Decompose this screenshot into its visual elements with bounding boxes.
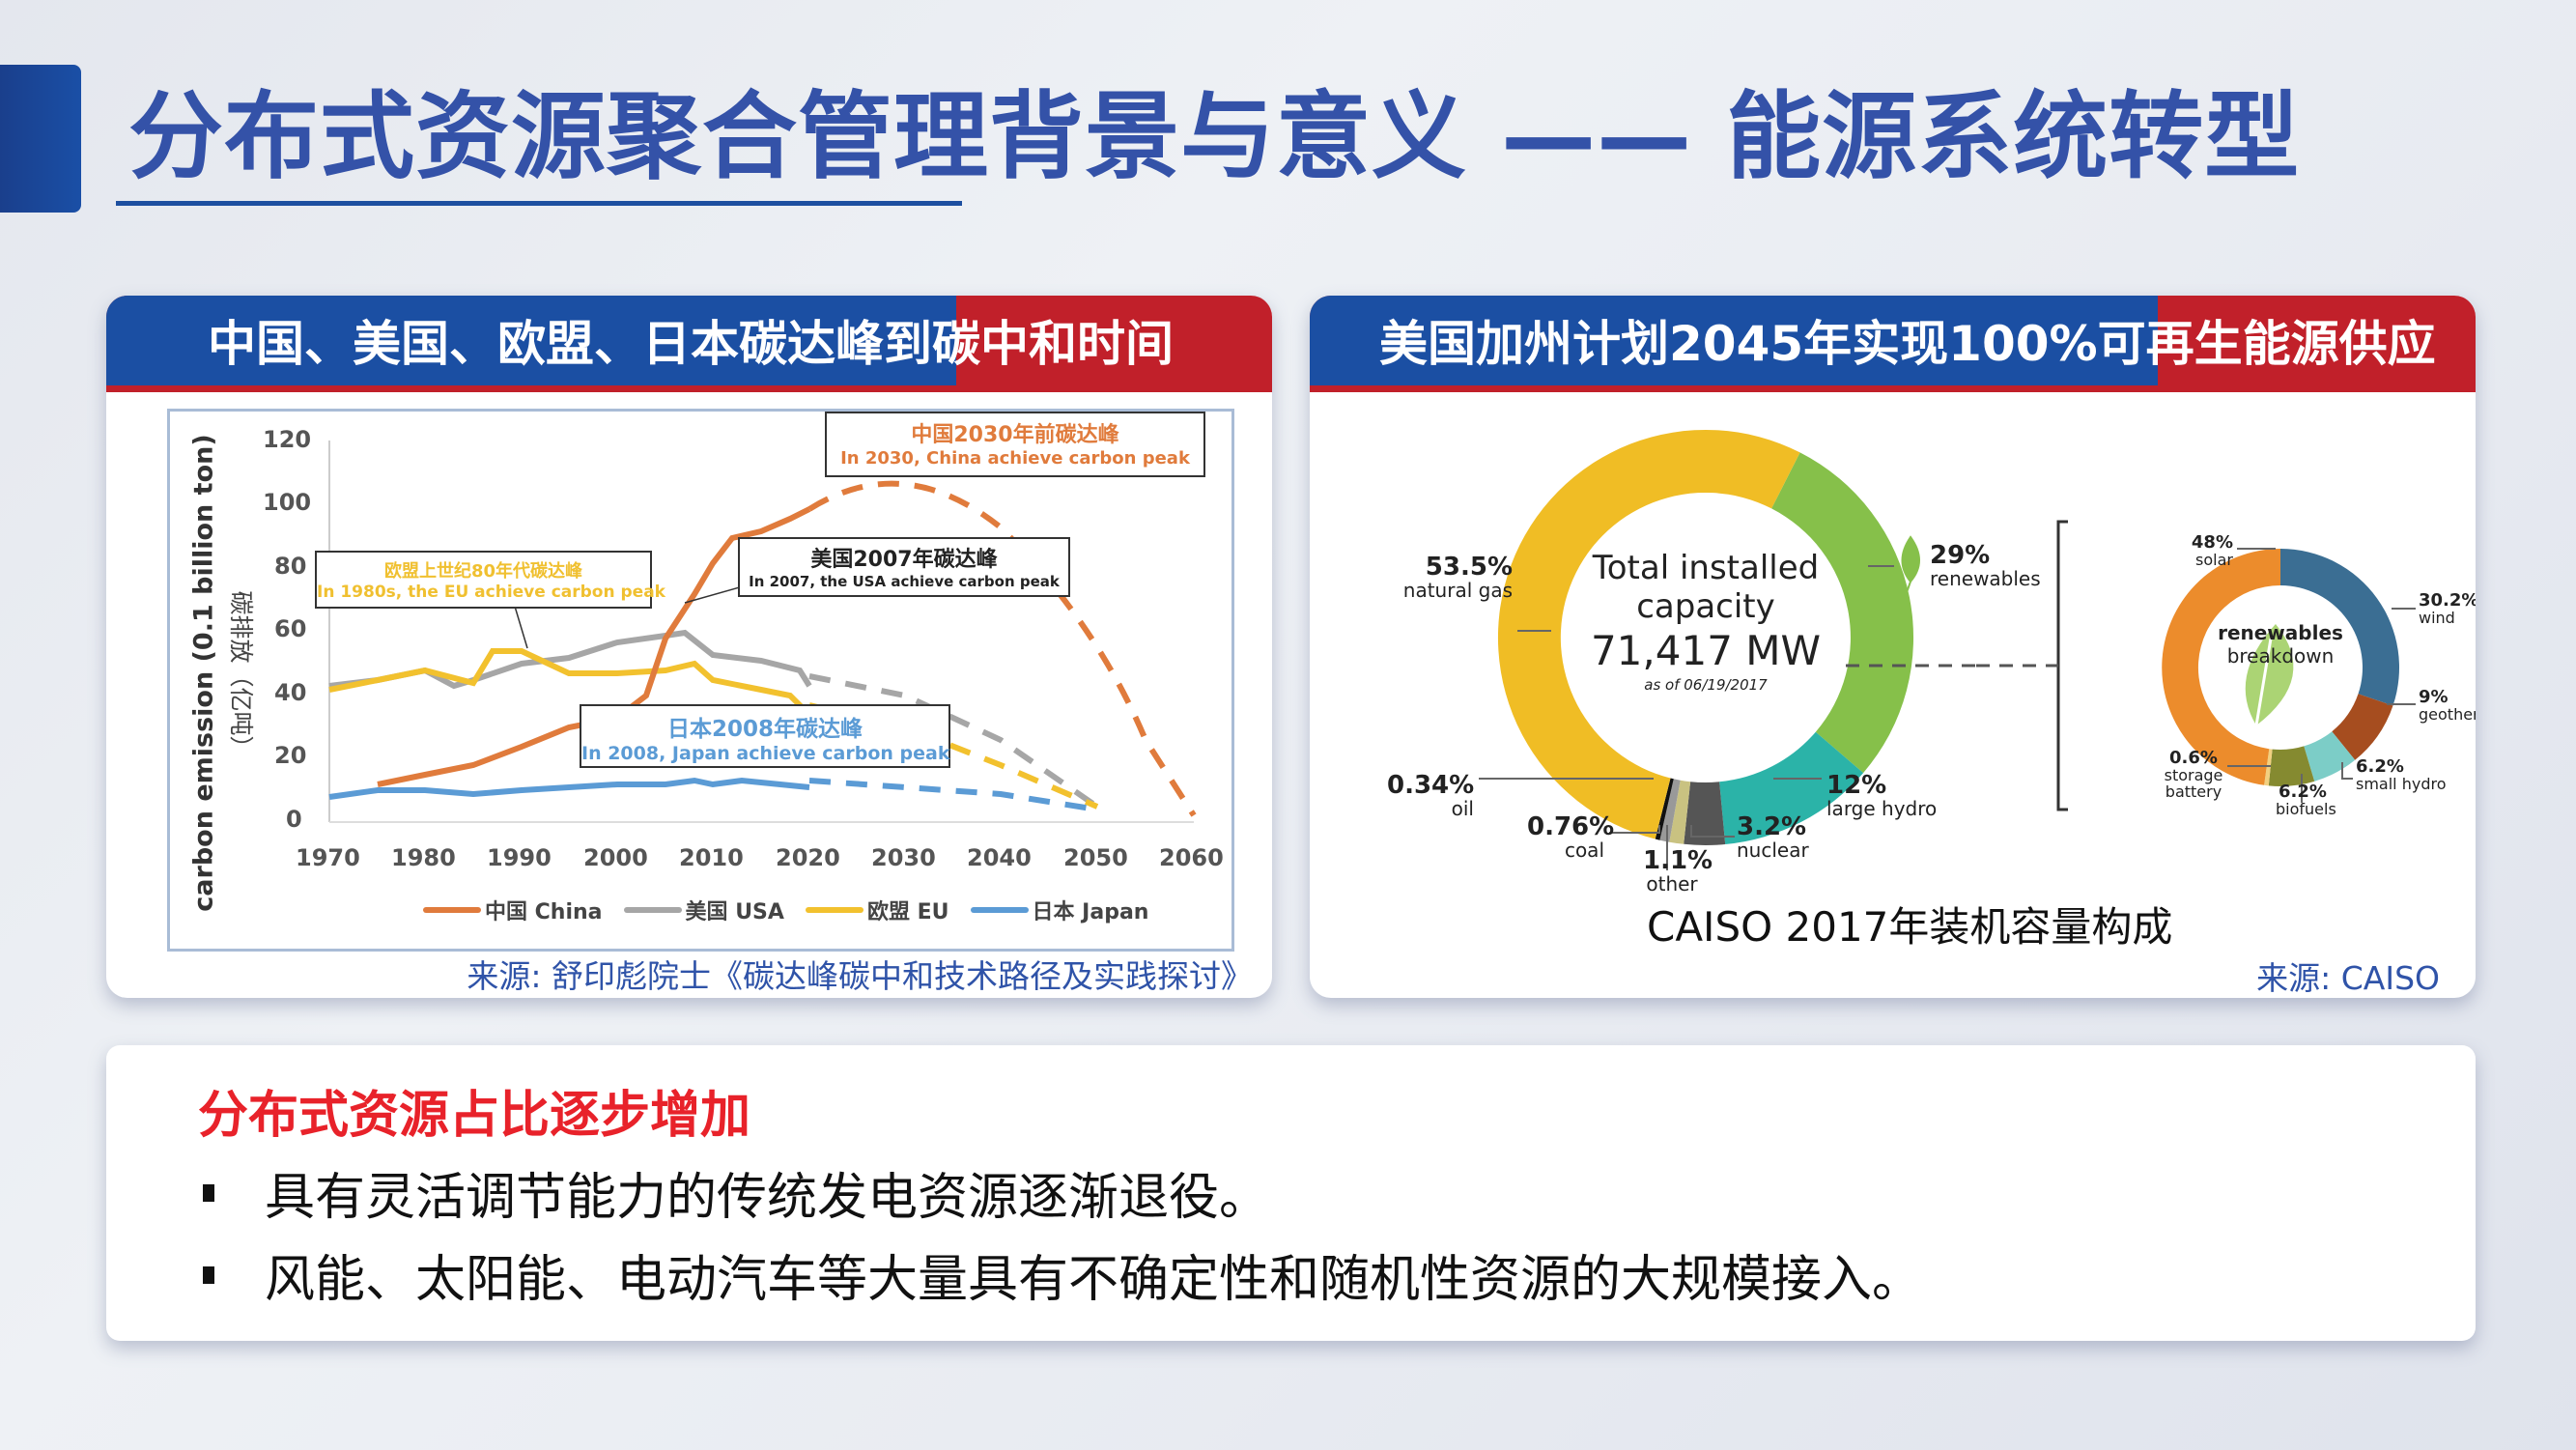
annotation-china: 中国2030年前碳达峰 In 2030, China achieve carbo… xyxy=(825,412,1205,477)
bullet-square-icon xyxy=(203,1183,214,1202)
label-coal: 0.76% coal xyxy=(1527,812,1615,863)
y-tick: 20 xyxy=(274,742,307,769)
page-title: 分布式资源聚合管理背景与意义 —— 能源系统转型 xyxy=(128,82,2301,192)
annotation-eu: 欧盟上世纪80年代碳达峰 In 1980s, the EU achieve ca… xyxy=(315,551,665,609)
label-oil: 0.34% oil xyxy=(1387,771,1475,821)
label-storage-battery: 0.6% storage battery xyxy=(2164,748,2223,801)
summary-bullet: 具有灵活调节能力的传统发电资源逐渐退役。 xyxy=(203,1156,1269,1229)
summary-bullet: 风能、太阳能、电动汽车等大量具有不确定性和随机性资源的大规模接入。 xyxy=(203,1238,1922,1311)
legend-item: 欧盟 EU xyxy=(805,895,949,925)
label-biofuels: 6.2% biofuels xyxy=(2276,782,2336,818)
chart-legend: 中国 China 美国 USA 欧盟 EU 日本 Japan xyxy=(423,895,1148,925)
y-tick: 60 xyxy=(274,615,307,642)
label-large-hydro: 12% large hydro xyxy=(1826,771,1938,821)
y-tick: 0 xyxy=(286,806,302,833)
label-natural-gas: 53.5% natural gas xyxy=(1402,553,1513,603)
x-tick: 2020 xyxy=(776,844,840,871)
carbon-peak-panel: 中国、美国、欧盟、日本碳达峰到碳中和时间 carbon emission (0.… xyxy=(106,296,1272,998)
x-tick: 1970 xyxy=(296,844,360,871)
chart-source: 来源: CAISO xyxy=(2256,959,2440,997)
summary-box: 分布式资源占比逐步增加 具有灵活调节能力的传统发电资源逐渐退役。 风能、太阳能、… xyxy=(106,1045,2476,1341)
x-tick: 1990 xyxy=(487,844,552,871)
y-tick: 40 xyxy=(274,679,307,706)
caiso-capacity-panel: 美国加州计划2045年实现100%可再生能源供应 xyxy=(1310,296,2476,998)
donut-center-label: Total installed capacity 71,417 MW as of… xyxy=(1590,549,1822,694)
capacity-donut-chart xyxy=(1479,429,2416,870)
x-tick: 2010 xyxy=(679,844,744,871)
bullet-square-icon xyxy=(203,1265,214,1284)
x-tick: 1980 xyxy=(391,844,456,871)
annotation-usa: 美国2007年碳达峰 In 2007, the USA achieve carb… xyxy=(738,537,1070,597)
x-tick: 2040 xyxy=(967,844,1032,871)
summary-title: 分布式资源占比逐步增加 xyxy=(198,1087,751,1145)
renewables-center-label: renewables breakdown xyxy=(2218,621,2343,668)
label-solar: 48% solar xyxy=(2191,532,2233,569)
title-underline xyxy=(116,201,962,206)
panel-header: 中国、美国、欧盟、日本碳达峰到碳中和时间 xyxy=(106,296,1272,392)
legend-item: 美国 USA xyxy=(623,895,784,925)
carbon-emission-chart: carbon emission (0.1 billion ton) 碳排放（亿吨… xyxy=(167,409,1234,952)
label-wind: 30.2% wind xyxy=(2419,590,2476,627)
label-other: 1.1% other xyxy=(1643,846,1713,896)
label-renewables: 29% renewables xyxy=(1930,541,2041,591)
label-geothermal: 9%geothermal xyxy=(2419,687,2476,724)
chart-caption: CAISO 2017年装机容量构成 xyxy=(1647,903,2173,951)
panel-header: 美国加州计划2045年实现100%可再生能源供应 xyxy=(1310,296,2476,392)
x-tick: 2000 xyxy=(583,844,648,871)
title-accent-bar xyxy=(0,65,81,213)
annotation-japan: 日本2008年碳达峰 In 2008, Japan achieve carbon… xyxy=(580,704,950,768)
x-tick: 2050 xyxy=(1063,844,1128,871)
x-tick: 2030 xyxy=(871,844,936,871)
line-plot xyxy=(328,441,1197,823)
y-tick: 120 xyxy=(263,426,312,453)
label-nuclear: 3.2% nuclear xyxy=(1737,812,1809,863)
y-tick: 100 xyxy=(263,489,312,516)
chart-source: 来源: 舒印彪院士《碳达峰碳中和技术路径及实践探讨》 xyxy=(467,957,1253,995)
panel-header-title: 美国加州计划2045年实现100%可再生能源供应 xyxy=(1379,316,2436,372)
y-tick: 80 xyxy=(274,553,307,580)
legend-item: 中国 China xyxy=(423,895,603,925)
legend-item: 日本 Japan xyxy=(970,895,1148,925)
x-tick: 2060 xyxy=(1159,844,1224,871)
panel-header-title: 中国、美国、欧盟、日本碳达峰到碳中和时间 xyxy=(208,316,1174,372)
label-small-hydro: 6.2% small hydro xyxy=(2356,756,2447,793)
